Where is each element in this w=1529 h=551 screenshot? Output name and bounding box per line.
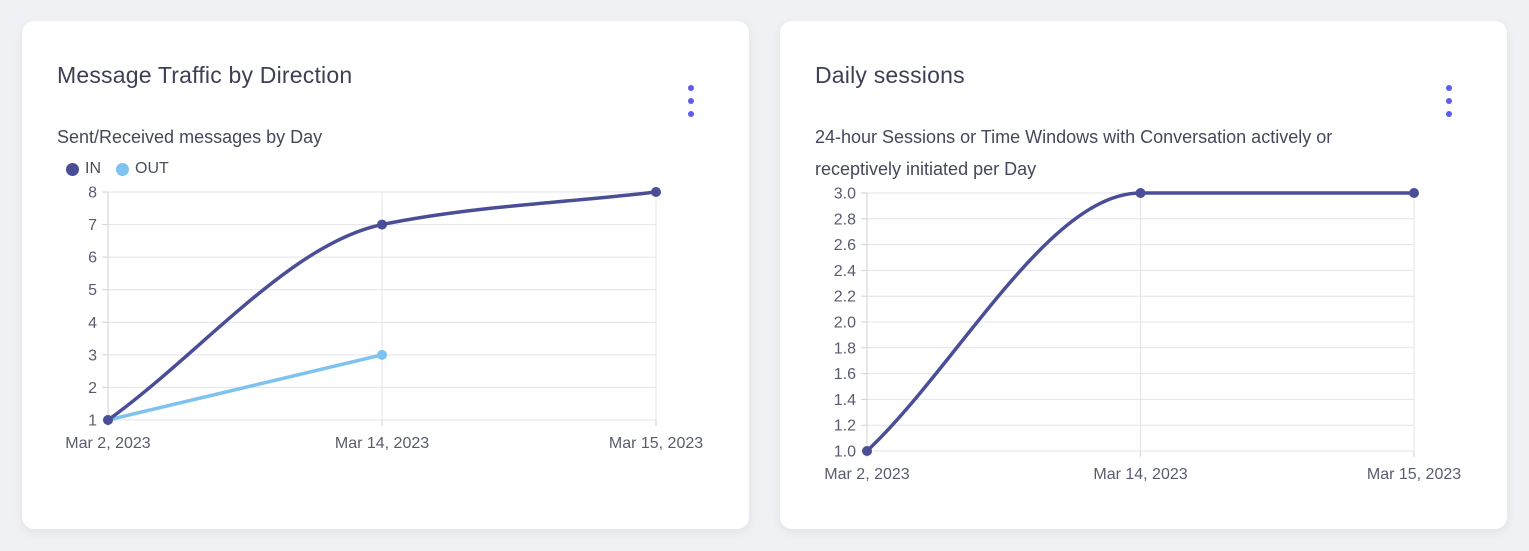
subtitle-line: 24-hour Sessions or Time Windows with Co… (815, 127, 1333, 147)
out-series-dot-icon (116, 162, 129, 176)
line-chart-daily-sessions: 1.0 1.2 1.4 1.6 1.8 2.0 2.2 2.4 2.6 2.8 3.0 Mar 2, … (824, 186, 1461, 484)
line-chart-message-traffic: 1 2 3 4 5 6 7 8 Mar 2, 2023 Mar 14, 2023 Mar 15, 2… (65, 185, 703, 453)
svg-text:Mar 2, 2023: Mar 2, 2023 (65, 435, 150, 452)
svg-text:1.0: 1.0 (834, 444, 856, 461)
svg-text:4: 4 (88, 315, 97, 332)
legend-label: IN (85, 160, 101, 177)
kebab-dot (688, 98, 694, 104)
svg-text:2.6: 2.6 (834, 237, 856, 254)
svg-text:1.2: 1.2 (834, 418, 856, 435)
svg-text:Mar 2, 2023: Mar 2, 2023 (824, 466, 909, 483)
chart-subtitle: 24-hour Sessions or Time Windows with Co… (815, 121, 1507, 185)
kebab-menu-icon[interactable] (680, 79, 702, 123)
svg-text:Mar 15, 2023: Mar 15, 2023 (609, 435, 703, 452)
svg-text:Mar 14, 2023: Mar 14, 2023 (1093, 466, 1187, 483)
subtitle-line: Sent/Received messages by Day (57, 127, 323, 147)
svg-text:2.8: 2.8 (834, 211, 856, 228)
kebab-dot (1446, 111, 1452, 117)
in-series-dot-icon (66, 162, 79, 176)
svg-text:1.8: 1.8 (834, 340, 856, 357)
legend-item-out[interactable]: OUT (116, 160, 169, 178)
svg-text:2.4: 2.4 (834, 263, 856, 280)
kebab-dot (1446, 85, 1452, 91)
svg-text:Mar 14, 2023: Mar 14, 2023 (335, 435, 429, 452)
card-title: Daily sessions (815, 62, 965, 88)
svg-text:8: 8 (88, 185, 97, 202)
svg-text:2.0: 2.0 (834, 315, 856, 332)
kebab-dot (688, 111, 694, 117)
legend-label: OUT (135, 160, 169, 177)
svg-text:1: 1 (88, 413, 97, 430)
chart-subtitle: Sent/Received messages by Day (57, 121, 749, 153)
svg-text:3.0: 3.0 (834, 186, 856, 203)
svg-text:7: 7 (88, 217, 97, 234)
svg-text:Mar 15, 2023: Mar 15, 2023 (1367, 466, 1461, 483)
card-daily-sessions: Daily sessions 24-hour Sessions or Time … (780, 21, 1507, 529)
card-message-traffic: Message Traffic by Direction Sent/Receiv… (22, 21, 749, 529)
svg-text:5: 5 (88, 282, 97, 299)
svg-text:2: 2 (88, 380, 97, 397)
chart-legend: IN OUT (57, 158, 749, 180)
svg-text:1.6: 1.6 (834, 366, 856, 383)
kebab-menu-icon[interactable] (1438, 79, 1460, 123)
subtitle-line: receptively initiated per Day (815, 159, 1037, 179)
kebab-dot (1446, 98, 1452, 104)
kebab-dot (688, 85, 694, 91)
svg-text:6: 6 (88, 250, 97, 267)
svg-text:1.4: 1.4 (834, 392, 856, 409)
card-title: Message Traffic by Direction (57, 62, 353, 88)
svg-text:3: 3 (88, 347, 97, 364)
svg-text:2.2: 2.2 (834, 289, 856, 306)
legend-item-in[interactable]: IN (66, 160, 101, 178)
